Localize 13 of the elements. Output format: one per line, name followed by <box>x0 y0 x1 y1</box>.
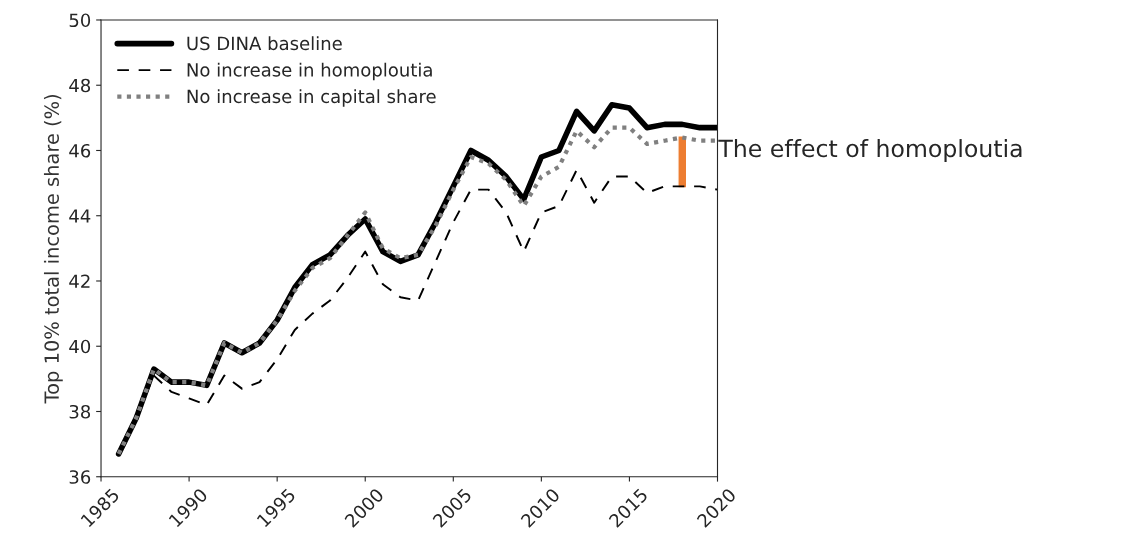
y-tick-label: 46 <box>69 143 91 158</box>
annotation: The effect of homoploutia <box>718 139 1022 162</box>
y-axis-title: Top 10% total income share (%) <box>43 94 63 404</box>
y-tick-label: 44 <box>69 209 91 223</box>
y-tick-label: 38 <box>69 404 91 419</box>
y-tick-label: 48 <box>69 78 91 93</box>
legend-label: US DINA baseline <box>187 36 342 51</box>
y-tick-label: 42 <box>69 274 90 288</box>
y-tick-label: 36 <box>69 470 91 484</box>
y-tick-label: 40 <box>69 339 91 354</box>
legend-label: No increase in capital share <box>187 89 436 107</box>
legend-label: No increase in homoploutia <box>187 62 432 81</box>
y-tick-label: 50 <box>69 13 91 28</box>
